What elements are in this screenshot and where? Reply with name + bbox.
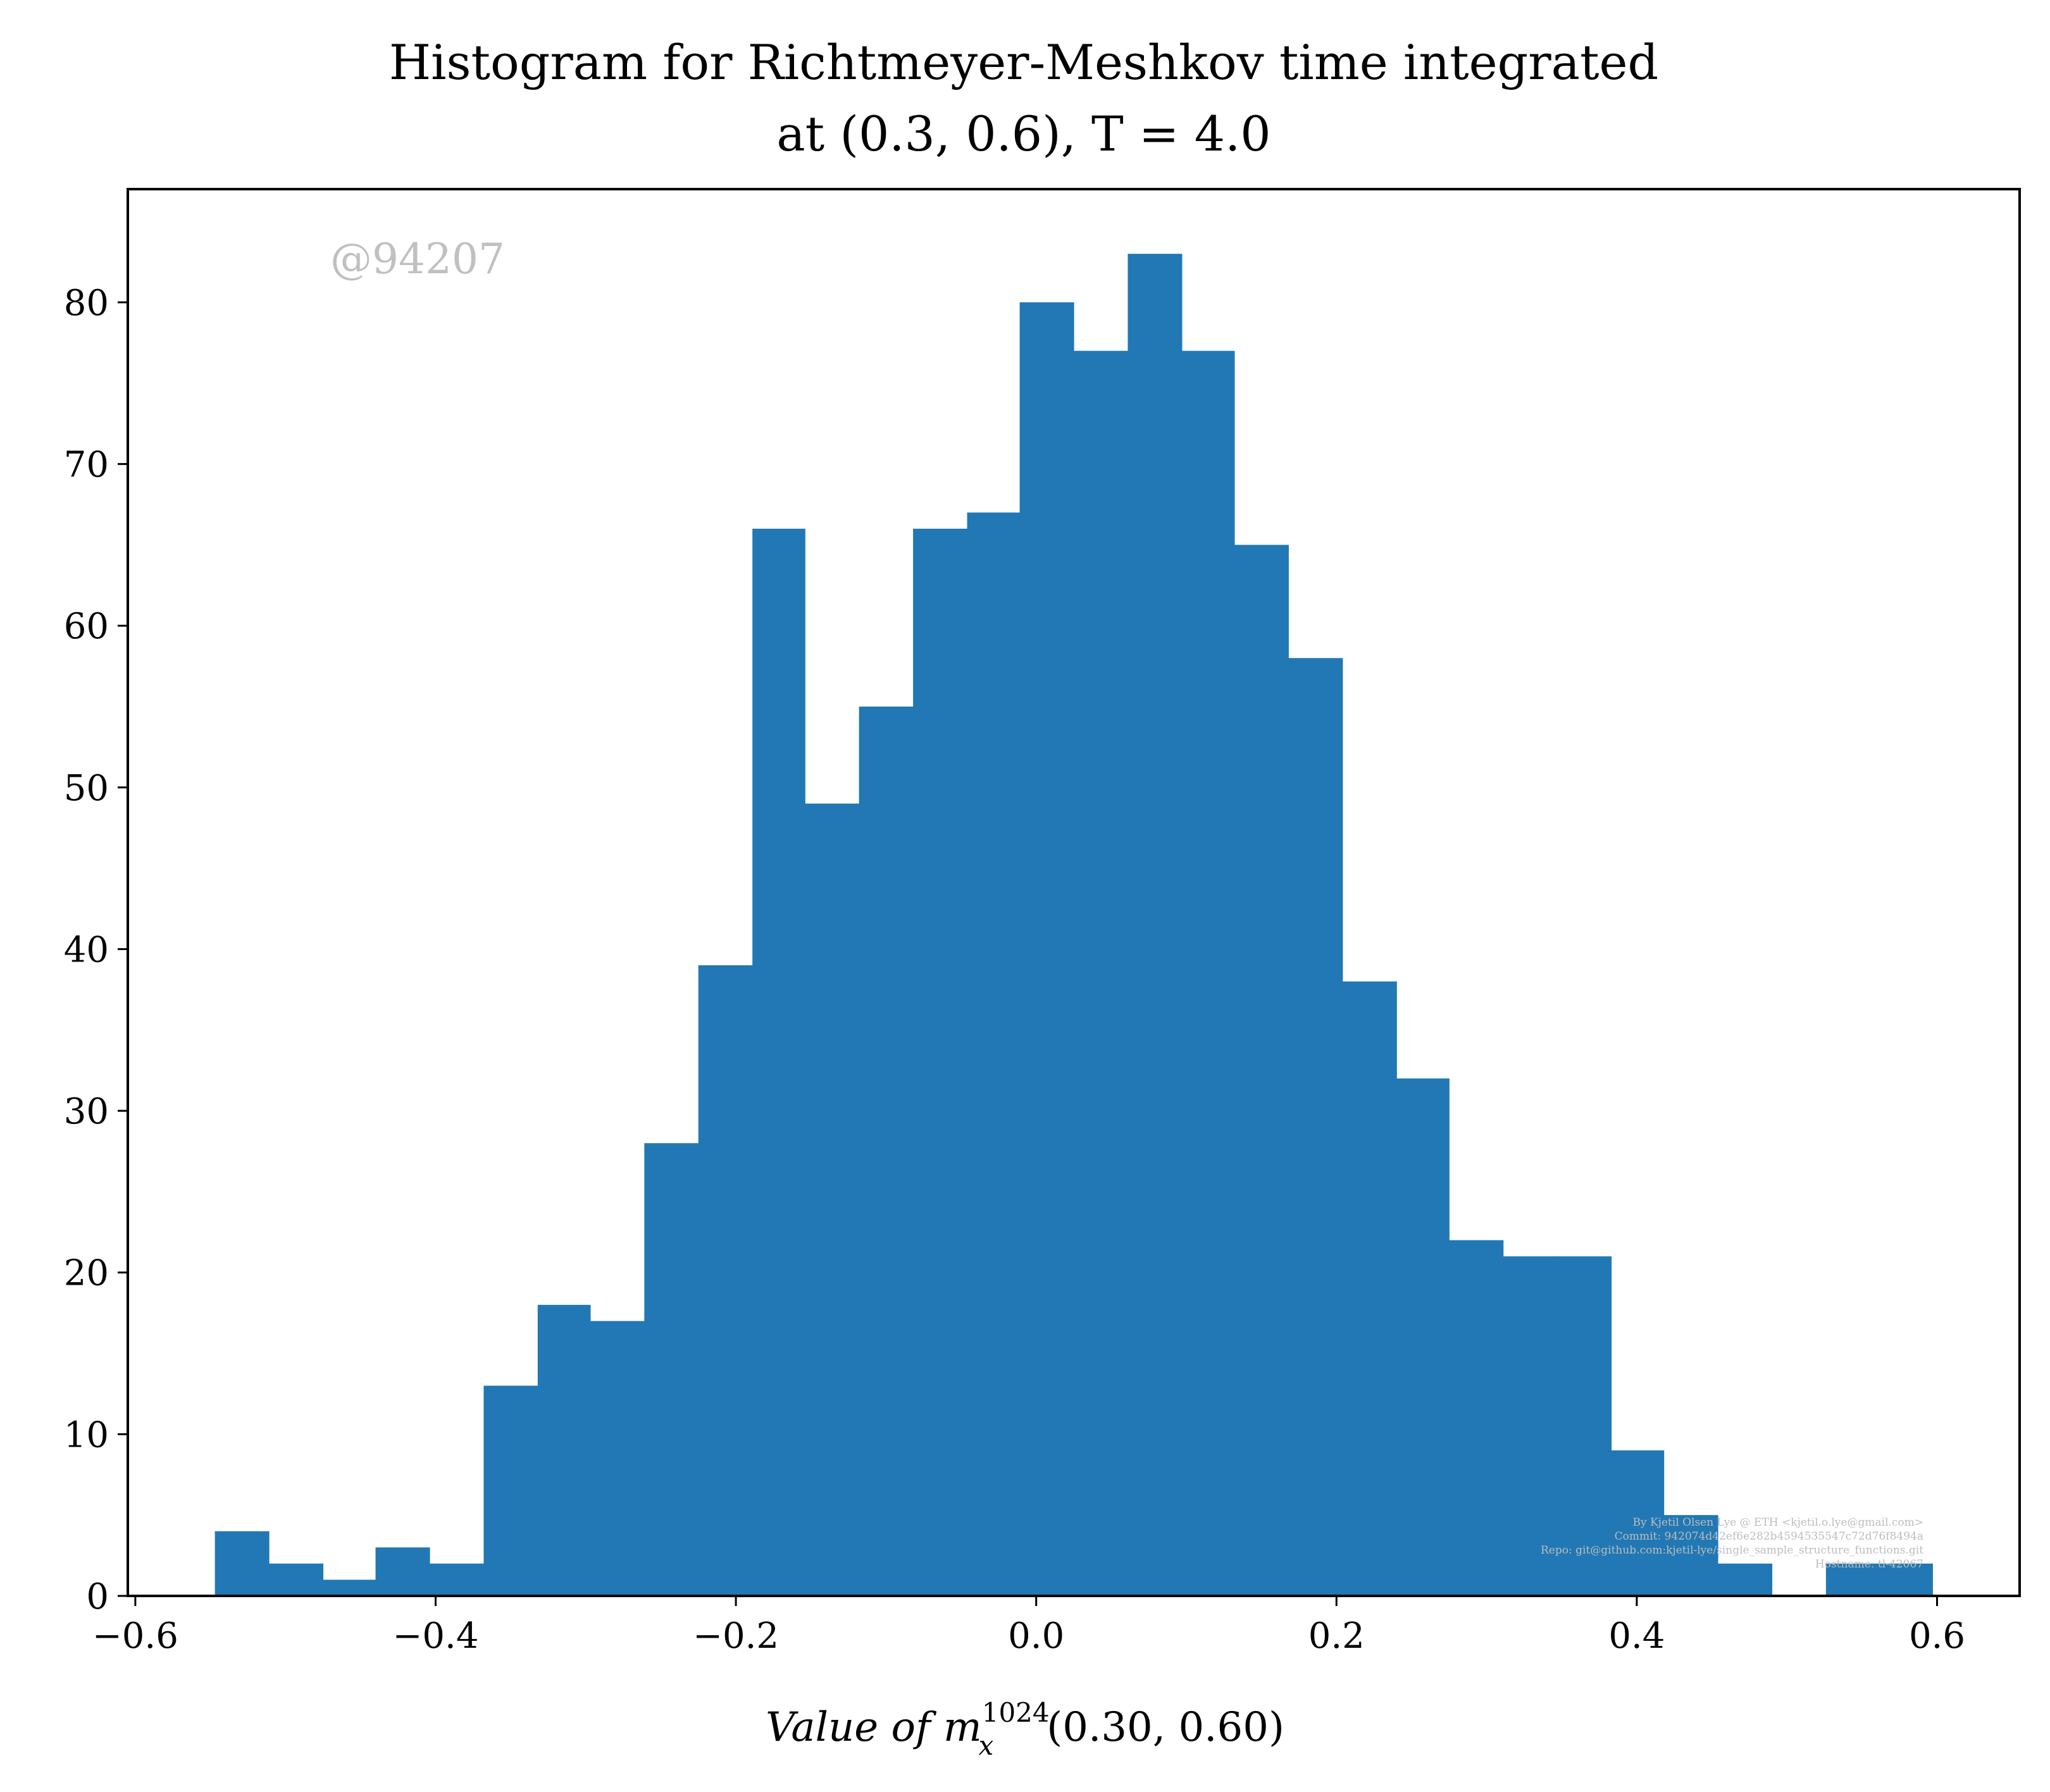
histogram-bar [1396,1078,1450,1596]
histogram-bar [805,803,860,1596]
credit-line-3: Repo: git@github.com:kjetil-lye/single_s… [1541,1544,1923,1557]
histogram-bar [429,1563,485,1596]
histogram-bar [1128,254,1183,1596]
x-tick-label: −0.2 [693,1616,779,1657]
histogram-bar [1718,1563,1773,1596]
credit-line-2: Commit: 942074d42ef6e282b4594535547c72d7… [1615,1530,1923,1543]
histogram-bar [590,1321,645,1596]
histogram-bar [698,965,753,1596]
x-axis-label-subscript: x [979,1730,994,1761]
credit-line-1: By Kjetil Olsen Lye @ ETH <kjetil.o.lye@… [1632,1516,1923,1529]
histogram-bar [1611,1450,1665,1596]
x-tick-label: 0.0 [1008,1616,1064,1657]
x-axis-label-prefix: Value of m [766,1704,982,1751]
histogram-bar [483,1385,538,1596]
plot-frame [127,188,2021,1597]
x-tick-label: 0.6 [1909,1616,1965,1657]
histogram-bar [1557,1256,1612,1596]
histogram-bar [967,512,1021,1596]
x-tick-label: 0.4 [1608,1616,1665,1657]
chart-title-line-1: Histogram for Richtmeyer-Meshkov time in… [389,34,1658,90]
x-axis-label-suffix: (0.30, 0.60) [1047,1704,1284,1751]
histogram-bar [1825,1563,1879,1596]
histogram-bar [214,1531,270,1596]
credits-block: By Kjetil Olsen Lye @ ETH <kjetil.o.lye@… [1541,1516,1923,1571]
chart-title-line-2: at (0.3, 0.6), T = 4.0 [776,106,1270,162]
y-axis-ticks: 0 10 20 30 40 50 60 70 80 [64,283,128,1617]
histogram-bar [1074,350,1129,1596]
x-tick-label: 0.2 [1308,1616,1365,1657]
y-tick-label: 20 [64,1253,109,1294]
histogram-bar [913,528,968,1596]
y-tick-label: 80 [64,283,109,324]
histogram-bar [1878,1563,1933,1596]
histogram-bars [214,254,1933,1597]
histogram-bar [1342,981,1397,1596]
y-tick-label: 40 [64,929,109,970]
y-tick-label: 30 [64,1091,109,1132]
y-tick-label: 10 [64,1414,109,1455]
credit-line-4: Hostname: tl-42067 [1815,1558,1923,1571]
x-tick-label: −0.4 [392,1616,478,1657]
histogram-bar [537,1304,591,1596]
x-axis-label: Value of m1024 x (0.30, 0.60) [766,1697,1284,1761]
histogram-bar [644,1143,699,1596]
histogram-bar [1288,658,1343,1596]
histogram-bar [1019,302,1074,1597]
watermark-label: @94207 [330,235,505,283]
histogram-bar [752,528,805,1596]
histogram-bar [1234,545,1289,1596]
x-axis-ticks: −0.6 −0.4 −0.2 0.0 0.2 0.4 0.6 [92,1596,1965,1657]
histogram-bar [1181,350,1235,1596]
y-tick-label: 0 [86,1576,109,1617]
x-axis-label-superscript: 1024 [982,1697,1050,1728]
histogram-bar [269,1563,324,1596]
y-tick-label: 60 [64,606,109,647]
y-tick-label: 70 [64,445,109,486]
histogram-bar [1449,1240,1504,1596]
histogram-bar [859,707,914,1596]
x-tick-label: −0.6 [92,1616,178,1657]
histogram-bar [1503,1256,1558,1596]
histogram-bar [1663,1515,1718,1596]
histogram-bar [323,1579,376,1596]
y-tick-label: 50 [64,768,109,809]
histogram-bar [375,1547,430,1596]
